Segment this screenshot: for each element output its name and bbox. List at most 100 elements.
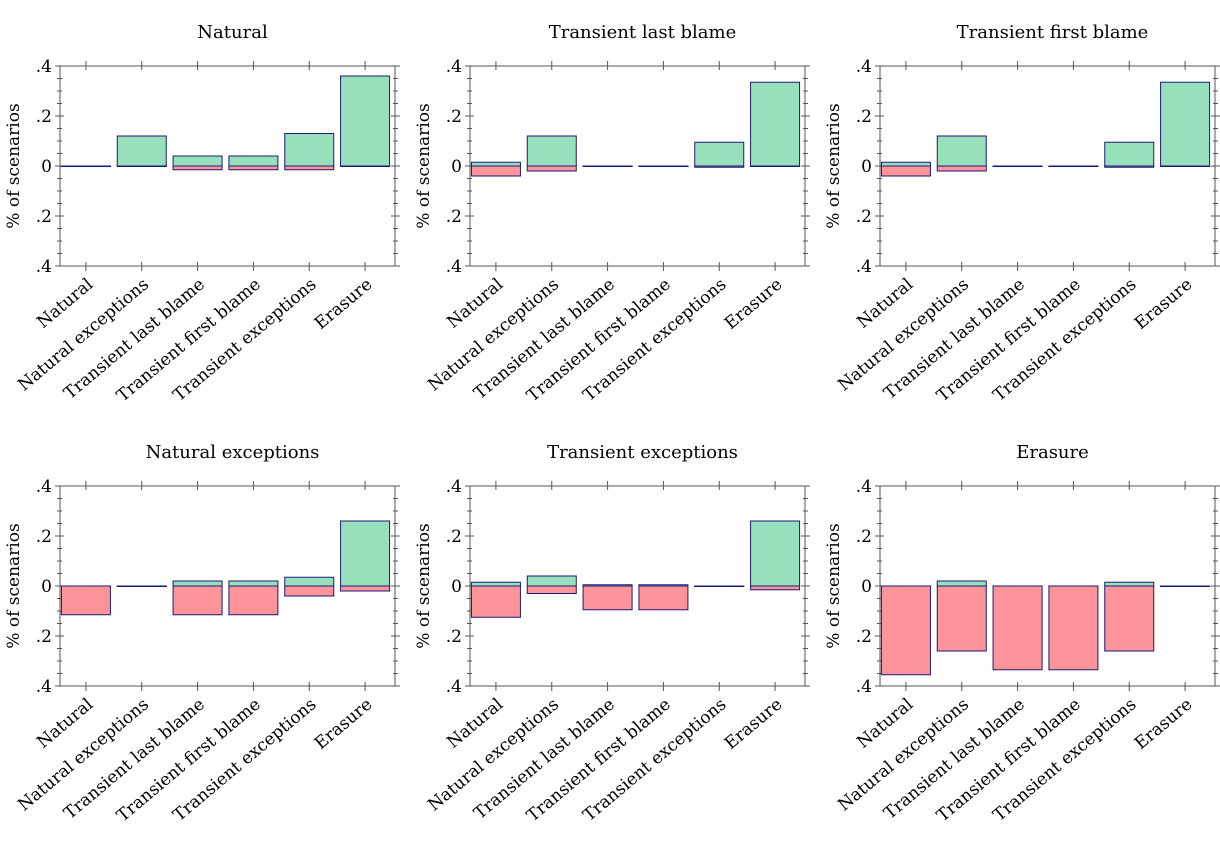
y-tick-label: .2 [36, 107, 52, 127]
bar-negative [228, 585, 279, 616]
bar-positive [172, 155, 223, 167]
bar-negative [992, 585, 1043, 671]
bar-positive [992, 165, 1043, 167]
y-tick-label: .4 [446, 477, 462, 497]
x-tick-label: Erasure [311, 695, 376, 754]
bar-positive [116, 585, 167, 587]
bar-negative [470, 585, 521, 618]
chart-title: Natural [197, 22, 268, 43]
y-tick-label: .2 [446, 627, 462, 647]
bar-positive [1048, 165, 1099, 167]
bar-negative [470, 165, 521, 177]
bar-positive [526, 575, 577, 587]
bar-negative [284, 165, 335, 171]
y-tick-label: .4 [856, 677, 872, 697]
bar-positive [582, 165, 633, 167]
bar-positive [1160, 81, 1211, 167]
y-tick-label: .2 [856, 107, 872, 127]
bar-negative [172, 165, 223, 171]
bar-positive [1160, 585, 1211, 587]
bar-negative [284, 585, 335, 597]
bar-positive [880, 161, 931, 167]
y-axis-title: % of scenarios [824, 523, 844, 648]
y-tick-label: .4 [36, 477, 52, 497]
bar-negative [880, 585, 931, 676]
y-tick-label: .4 [856, 257, 872, 277]
bar-positive [340, 165, 391, 167]
bar-negative [936, 585, 987, 652]
y-axis-title: % of scenarios [824, 103, 844, 228]
chart-panel-4: Natural exceptions % of scenarios .4 .2 0 .2.… [4, 442, 400, 826]
chart-title: Transient first blame [957, 22, 1149, 43]
bar-negative [1104, 165, 1155, 168]
y-axis-title: % of scenarios [414, 523, 434, 648]
x-tick-label: Erasure [311, 275, 376, 334]
y-tick-label: .2 [856, 527, 872, 547]
bar-negative [936, 165, 987, 172]
bar-positive [340, 75, 391, 167]
chart-panel-5: Transient exceptions % of scenarios .4 .2 0.… [414, 442, 810, 826]
bar-positive [1160, 165, 1211, 167]
bar-positive [470, 161, 521, 167]
y-tick-label: .2 [856, 627, 872, 647]
bar-negative [1048, 585, 1099, 671]
y-tick-label: .2 [446, 107, 462, 127]
x-tick-label: Erasure [721, 275, 786, 334]
bar-positive [172, 580, 223, 587]
bar-positive [284, 576, 335, 587]
bar-negative [526, 585, 577, 594]
bar-positive [750, 81, 801, 167]
bar-positive [694, 141, 745, 167]
bar-negative [1104, 585, 1155, 652]
y-tick-label: 0 [861, 577, 872, 597]
bar-negative [172, 585, 223, 616]
y-tick-label: .2 [446, 207, 462, 227]
bar-positive [750, 165, 801, 167]
bar-positive [936, 580, 987, 587]
bar-negative [340, 585, 391, 592]
bar-positive [1104, 581, 1155, 587]
bar-negative [750, 585, 801, 591]
y-axis-title: % of scenarios [414, 103, 434, 228]
bar-negative [228, 165, 279, 171]
y-tick-label: .4 [36, 57, 52, 77]
y-tick-label: .4 [446, 677, 462, 697]
y-tick-label: 0 [451, 157, 462, 177]
y-tick-label: .4 [856, 57, 872, 77]
y-tick-label: 0 [41, 577, 52, 597]
bar-positive [936, 135, 987, 167]
y-tick-label: .4 [856, 477, 872, 497]
bar-negative [880, 165, 931, 177]
chart-title: Natural exceptions [146, 442, 320, 463]
bar-negative [638, 585, 689, 611]
y-axis-title: % of scenarios [4, 103, 24, 228]
bar-positive [60, 165, 111, 167]
y-tick-label: 0 [451, 577, 462, 597]
bar-positive [228, 580, 279, 587]
bar-positive [750, 520, 801, 587]
y-tick-label: .2 [36, 207, 52, 227]
y-axis-title: % of scenarios [4, 523, 24, 648]
bar-positive [284, 133, 335, 167]
y-tick-label: 0 [861, 157, 872, 177]
bar-positive [1104, 141, 1155, 167]
y-tick-label: 0 [41, 157, 52, 177]
x-tick-label: Erasure [1131, 695, 1196, 754]
y-tick-label: .4 [446, 257, 462, 277]
x-tick-label: Erasure [721, 695, 786, 754]
bar-negative [60, 585, 111, 616]
chart-panel-2: Transient last blame % of scenarios .4 .2 0.… [414, 22, 810, 406]
y-tick-label: .4 [446, 57, 462, 77]
bar-positive [526, 135, 577, 167]
bar-negative [526, 165, 577, 172]
bar-positive [470, 581, 521, 587]
bar-positive [340, 520, 391, 587]
bar-negative [694, 165, 745, 168]
chart-title: Transient exceptions [547, 442, 738, 463]
chart-title: Erasure [1016, 442, 1089, 463]
bar-positive [228, 155, 279, 167]
y-tick-label: .2 [36, 627, 52, 647]
bar-positive [694, 585, 745, 587]
